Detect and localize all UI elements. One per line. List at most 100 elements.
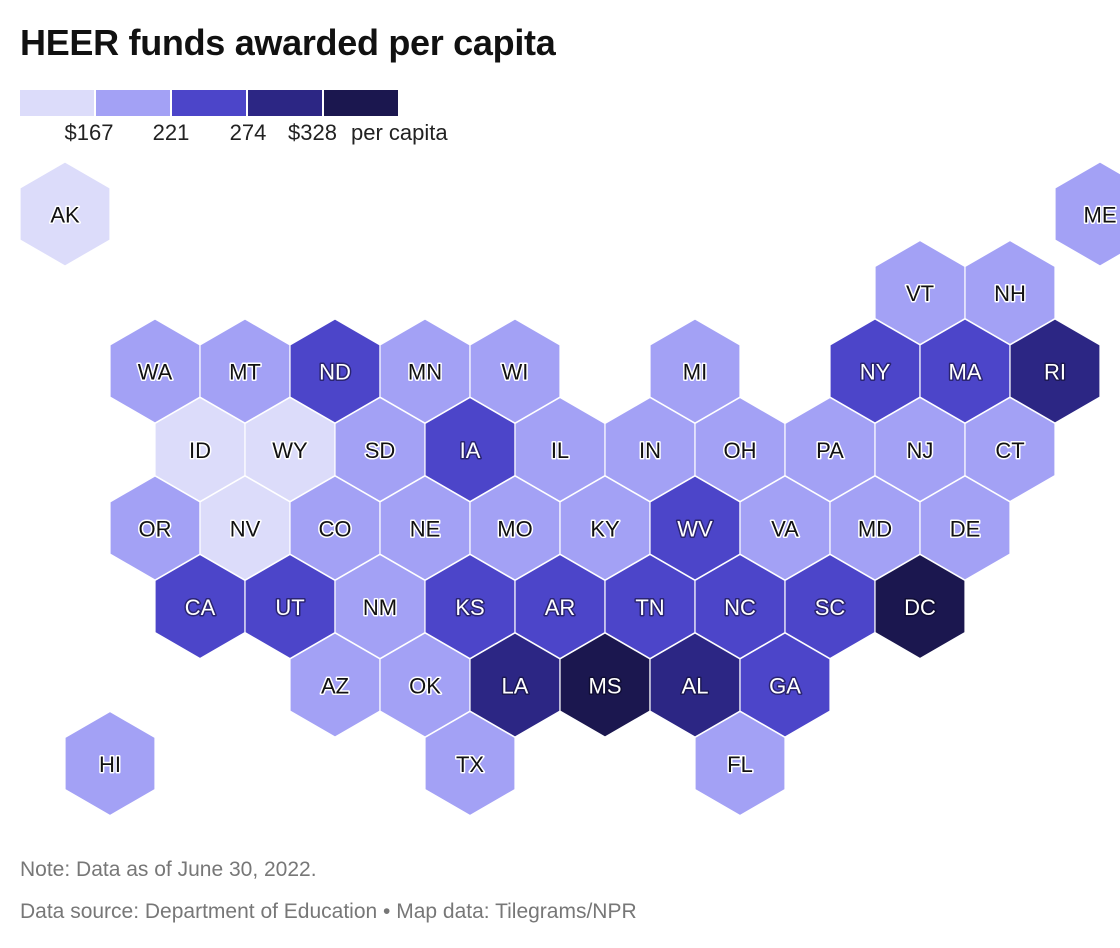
legend-swatch (96, 90, 170, 116)
color-legend: $167 221 274 $328 per capita (20, 90, 480, 160)
state-label: IA (460, 438, 481, 463)
state-label: PA (816, 438, 844, 463)
legend-label: 274 (229, 120, 267, 145)
state-label: FL (727, 752, 753, 777)
state-label: UT (275, 595, 304, 620)
state-label: VA (771, 517, 799, 542)
state-tile-ok: OK (379, 632, 471, 738)
state-label: IL (551, 438, 569, 463)
state-label: AR (545, 595, 576, 620)
legend-label: $167 (64, 120, 114, 145)
state-label: HI (99, 752, 121, 777)
state-tile-in: IN (604, 396, 696, 503)
state-label: KY (590, 517, 620, 542)
state-hex (424, 710, 516, 817)
state-label: WV (677, 517, 713, 542)
state-label: WY (272, 438, 308, 463)
state-tile-il: IL (514, 396, 606, 503)
state-tile-mn: MN (379, 318, 471, 424)
state-tile-tn: TN (604, 553, 696, 660)
state-label: MI (683, 360, 707, 385)
state-tile-vt: VT (874, 239, 966, 346)
state-hex (874, 553, 966, 660)
state-tile-nh: NH (964, 239, 1056, 346)
state-label: SC (815, 595, 846, 620)
state-label: MS (589, 674, 622, 699)
state-label: CT (995, 438, 1024, 463)
state-label: TX (456, 752, 484, 777)
state-tile-pa: PA (784, 396, 876, 503)
state-tile-fl: FL (694, 710, 786, 817)
state-tile-ne: NE (379, 475, 471, 581)
state-tile-nv: NV (199, 475, 291, 581)
state-tile-ca: CA (154, 553, 246, 660)
state-tile-hi: HI (64, 710, 156, 817)
state-tile-ny: NY (829, 318, 921, 424)
state-label: TN (635, 595, 664, 620)
state-tile-tx: TX (424, 710, 516, 817)
state-label: NY (860, 360, 891, 385)
state-tile-mt: MT (199, 318, 291, 424)
legend-swatch (324, 90, 398, 116)
state-tile-ma: MA (919, 318, 1011, 424)
state-label: ME (1084, 203, 1117, 228)
state-label: MD (858, 517, 892, 542)
state-tile-or: OR (109, 475, 201, 581)
state-label: MA (949, 360, 982, 385)
state-tile-de: DE (919, 475, 1011, 581)
state-label: SD (365, 438, 396, 463)
state-tile-nj: NJ (874, 396, 966, 503)
state-tile-dc: DC (874, 553, 966, 660)
state-label: OR (139, 517, 172, 542)
state-hex (19, 161, 111, 267)
state-hex (1054, 161, 1120, 267)
state-label: NJ (907, 438, 934, 463)
state-tile-ak: AK (19, 161, 111, 267)
state-label: VT (906, 281, 934, 306)
state-label: NC (724, 595, 756, 620)
state-tile-me: ME (1054, 161, 1120, 267)
state-hex (694, 710, 786, 817)
state-tile-wa: WA (109, 318, 201, 424)
state-label: OK (409, 674, 441, 699)
legend-label: 221 (152, 120, 190, 145)
state-label: IN (639, 438, 661, 463)
state-label: MN (408, 360, 442, 385)
state-tile-ut: UT (244, 553, 336, 660)
legend-swatch (20, 90, 94, 116)
state-tile-va: VA (739, 475, 831, 581)
state-label: AZ (321, 674, 349, 699)
legend-swatch (248, 90, 322, 116)
state-label: WI (502, 360, 529, 385)
state-tile-wy: WY (244, 396, 336, 503)
state-label: LA (502, 674, 529, 699)
data-note: Note: Data as of June 30, 2022. (20, 858, 317, 881)
page-title: HEER funds awarded per capita (20, 22, 556, 63)
state-label: MT (229, 360, 261, 385)
state-tile-nm: NM (334, 553, 426, 660)
state-label: CA (185, 595, 216, 620)
state-tile-ia: IA (424, 396, 516, 503)
state-tile-co: CO (289, 475, 381, 581)
state-label: RI (1044, 360, 1066, 385)
state-hex (64, 710, 156, 817)
legend-unit: per capita (351, 120, 448, 145)
state-label: NE (410, 517, 441, 542)
state-label: DE (950, 517, 981, 542)
state-label: NM (363, 595, 397, 620)
legend-label: $328 (288, 120, 337, 145)
state-label: OH (724, 438, 757, 463)
state-label: AL (682, 674, 709, 699)
state-tile-mo: MO (469, 475, 561, 581)
state-label: CO (319, 517, 352, 542)
state-label: GA (769, 674, 801, 699)
data-source: Data source: Department of Education • M… (20, 900, 637, 923)
state-label: KS (455, 595, 484, 620)
state-label: AK (50, 203, 80, 228)
state-tile-la: LA (469, 632, 561, 738)
state-label: ND (319, 360, 351, 385)
state-tile-wv: WV (649, 475, 741, 581)
state-tile-az: AZ (289, 632, 381, 738)
state-label: ID (189, 438, 211, 463)
